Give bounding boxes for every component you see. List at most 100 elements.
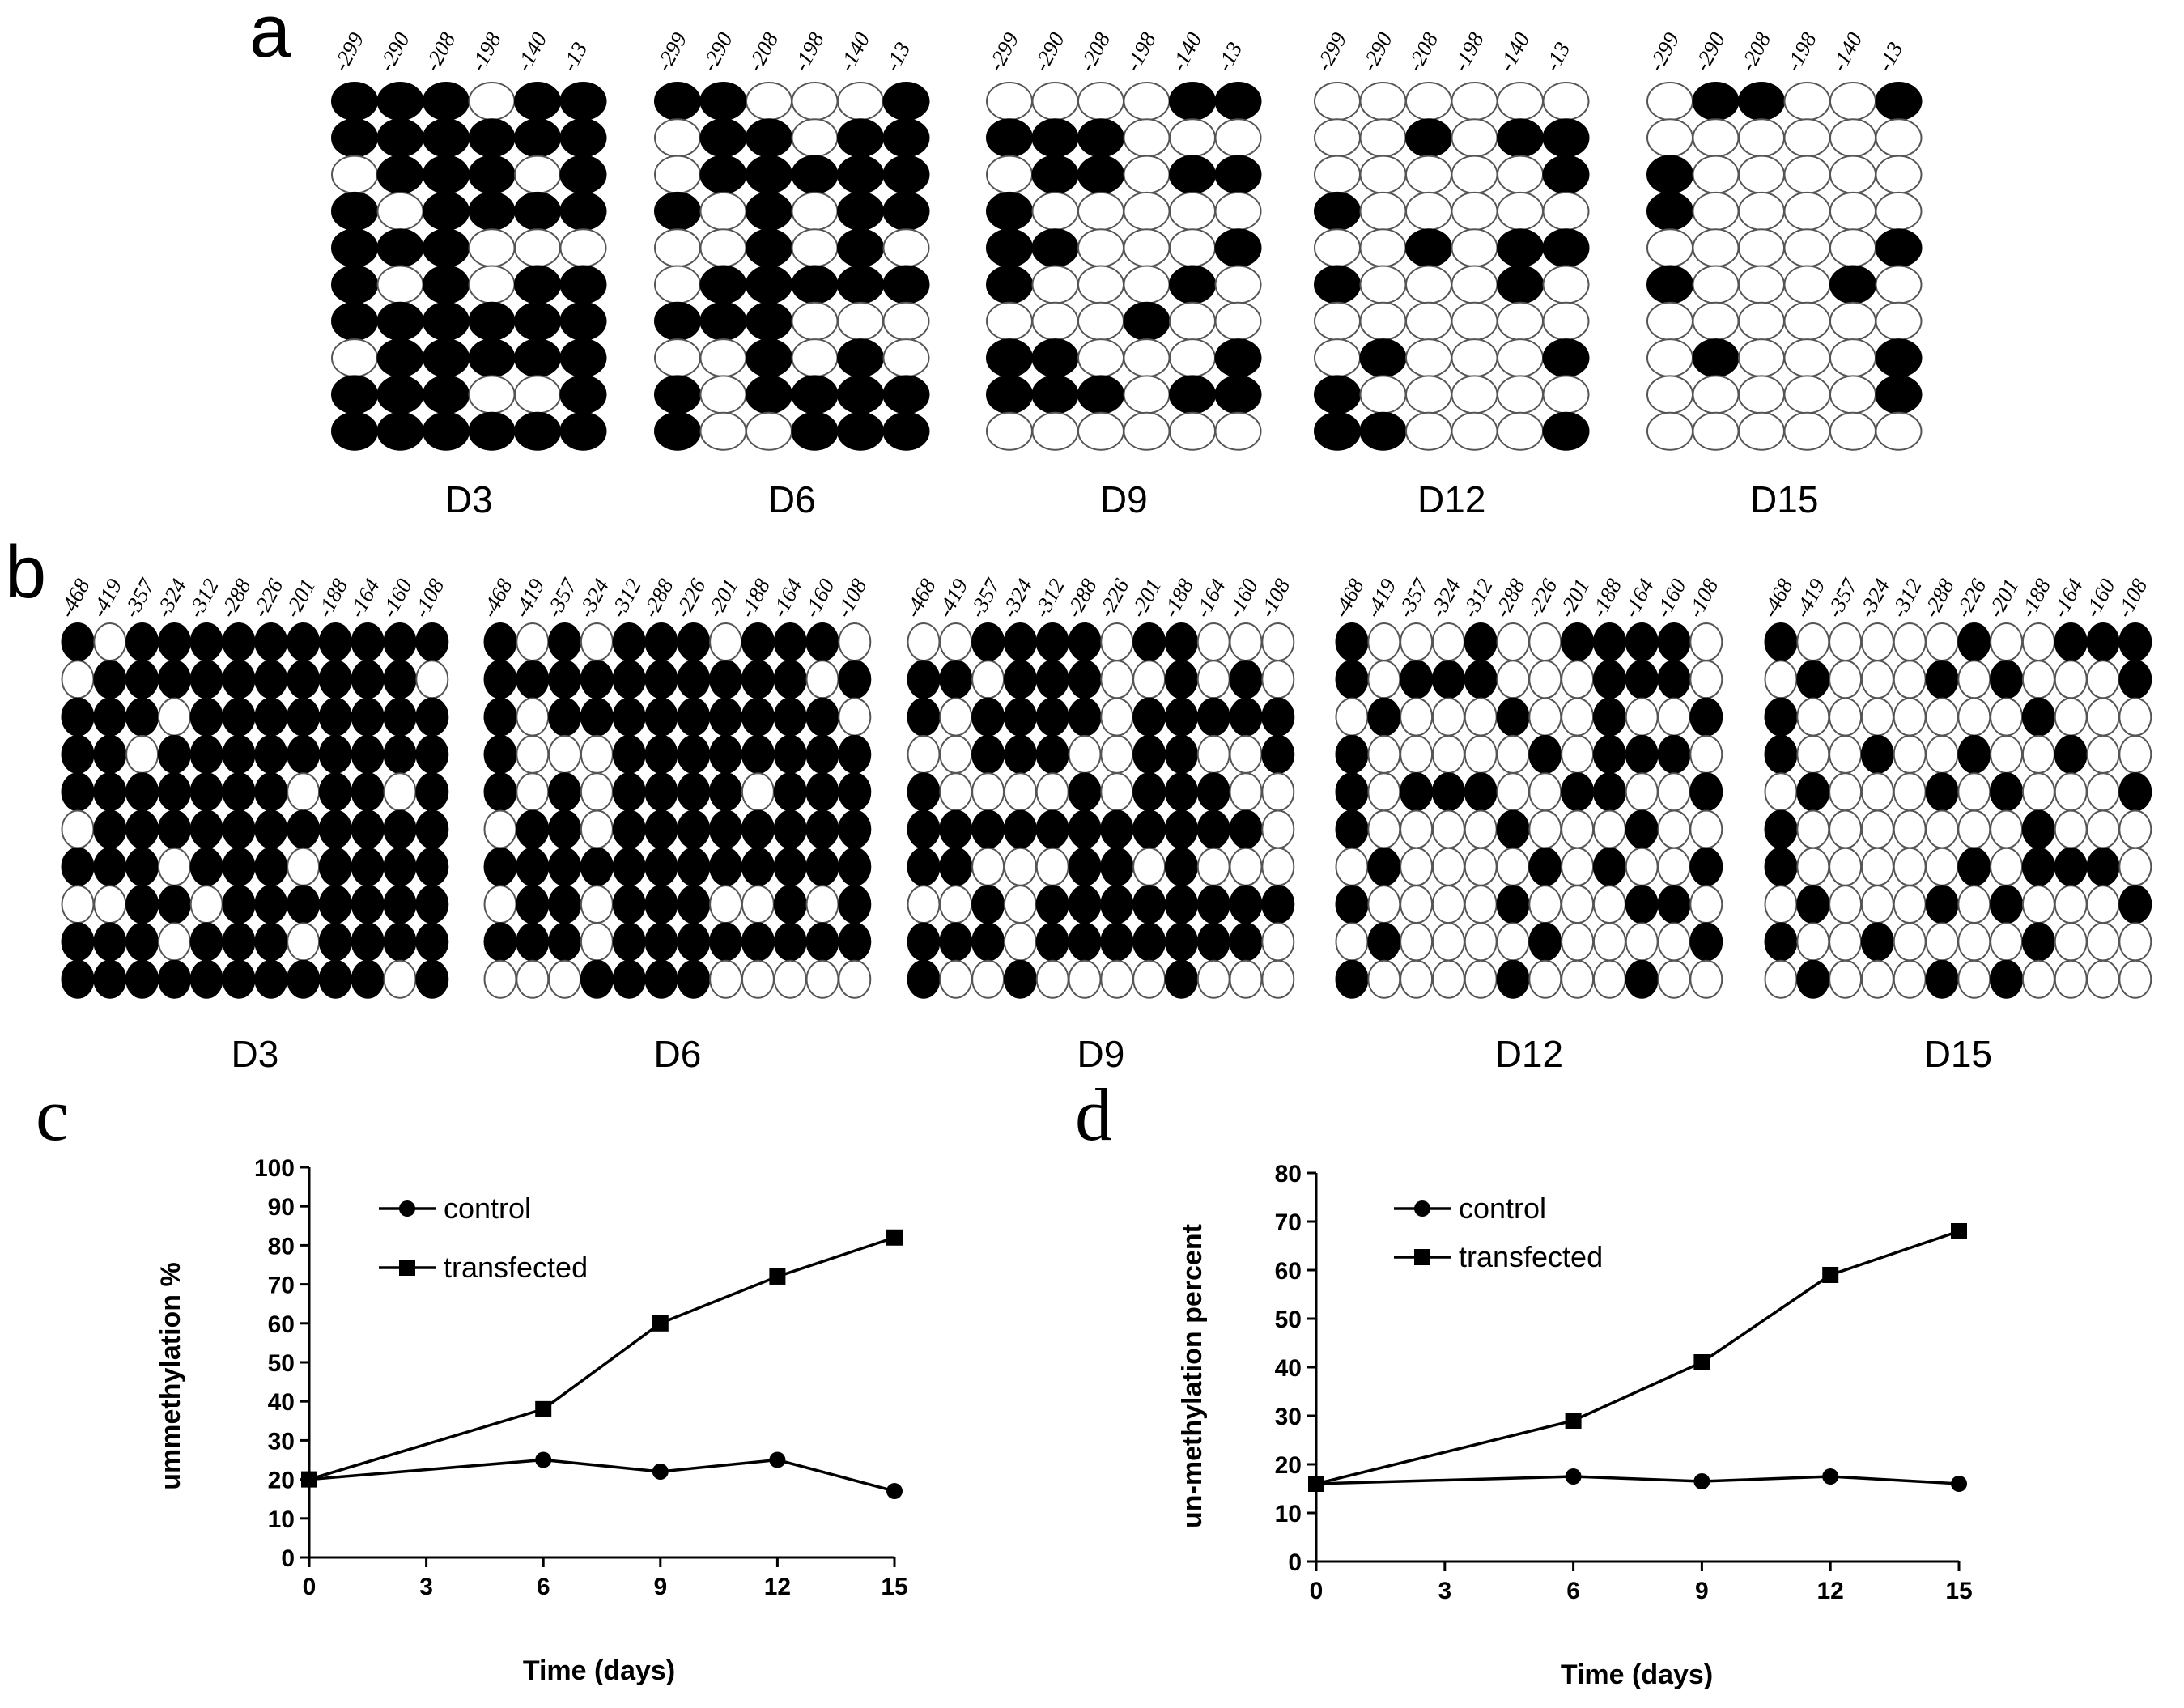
methylated-cpg (986, 265, 1033, 304)
methylated-cpg (580, 847, 614, 886)
methylated-cpg (483, 697, 517, 737)
methylated-cpg (254, 622, 288, 661)
unmethylated-cpg (1314, 228, 1361, 268)
unmethylated-cpg (1990, 622, 2024, 661)
methylated-cpg (1689, 847, 1723, 886)
position-label: -160 (376, 575, 417, 622)
methylated-cpg (1164, 772, 1198, 812)
methylated-cpg (189, 847, 223, 886)
methylated-cpg (1829, 265, 1876, 304)
methylated-cpg (318, 734, 352, 774)
methylated-cpg (1497, 228, 1544, 268)
unmethylated-cpg (1451, 118, 1498, 158)
methylated-cpg (383, 922, 417, 962)
unmethylated-cpg (1783, 301, 1831, 341)
unmethylated-cpg (907, 734, 941, 774)
methylated-cpg (1035, 885, 1069, 924)
unmethylated-cpg (882, 338, 930, 378)
unmethylated-cpg (1528, 622, 1562, 661)
methylated-cpg (351, 622, 385, 661)
unmethylated-cpg (838, 697, 872, 737)
unmethylated-cpg (1957, 697, 1991, 737)
methylated-cpg (1068, 885, 1102, 924)
day-label: D9 (1100, 478, 1148, 520)
methylated-cpg (483, 660, 517, 699)
unmethylated-cpg (376, 191, 424, 231)
unmethylated-cpg (939, 622, 973, 661)
methylated-cpg (805, 734, 839, 774)
unmethylated-cpg (1764, 772, 1798, 812)
unmethylated-cpg (1829, 885, 1863, 924)
unmethylated-cpg (939, 697, 973, 737)
y-tick-label: 60 (1275, 1258, 1302, 1285)
methylated-cpg (1542, 338, 1590, 378)
series-line-transfected (308, 1236, 895, 1481)
unmethylated-cpg (1925, 922, 1959, 962)
unmethylated-cpg (1738, 118, 1785, 158)
unmethylated-cpg (1783, 375, 1831, 414)
position-label: -164 (344, 575, 385, 622)
unmethylated-cpg (1359, 375, 1407, 414)
unmethylated-cpg (1783, 338, 1831, 378)
methylated-cpg (157, 622, 191, 661)
x-tick-label: 12 (764, 1574, 791, 1600)
methylated-cpg (882, 82, 930, 121)
position-label: -419 (87, 575, 127, 622)
unmethylated-cpg (1860, 847, 1894, 886)
methylated-cpg (1528, 922, 1562, 962)
methylated-cpg (1068, 697, 1102, 737)
unmethylated-cpg (805, 885, 839, 924)
methylated-cpg (677, 772, 711, 812)
unmethylated-cpg (791, 82, 839, 121)
unmethylated-cpg (1625, 772, 1659, 812)
unmethylated-cpg (1561, 697, 1595, 737)
methylated-cpg (1657, 660, 1691, 699)
unmethylated-cpg (580, 734, 614, 774)
methylated-cpg (351, 847, 385, 886)
methylated-cpg (516, 885, 550, 924)
methylated-cpg (423, 265, 470, 304)
unmethylated-cpg (1261, 772, 1295, 812)
methylated-cpg (1077, 155, 1124, 194)
unmethylated-cpg (1764, 885, 1798, 924)
unmethylated-cpg (1990, 847, 2024, 886)
unmethylated-cpg (1451, 228, 1498, 268)
methylated-cpg (644, 959, 678, 999)
methylated-cpg (644, 734, 678, 774)
methylated-cpg (483, 772, 517, 812)
methylated-cpg (741, 847, 775, 886)
methylated-cpg (882, 155, 930, 194)
methylated-cpg (125, 847, 159, 886)
unmethylated-cpg (2054, 660, 2088, 699)
methylated-cpg (773, 809, 807, 849)
methylated-cpg (93, 772, 127, 812)
methylated-cpg (1229, 885, 1263, 924)
unmethylated-cpg (1169, 118, 1216, 158)
methylated-cpg (222, 885, 256, 924)
unmethylated-cpg (1229, 847, 1263, 886)
unmethylated-cpg (1367, 660, 1401, 699)
methylated-cpg (699, 118, 747, 158)
methylated-cpg (93, 959, 127, 999)
unmethylated-cpg (1957, 959, 1991, 999)
position-label: -324 (996, 575, 1037, 622)
legend-marker-square (1414, 1249, 1430, 1265)
methylated-cpg (514, 118, 561, 158)
unmethylated-cpg (1689, 809, 1723, 849)
methylated-cpg (189, 809, 223, 849)
position-label: -288 (638, 575, 678, 622)
methylated-cpg (1496, 959, 1530, 999)
methylated-cpg (1496, 809, 1530, 849)
methylated-cpg (1528, 734, 1562, 774)
point-control (886, 1483, 903, 1500)
position-label: -312 (183, 575, 223, 622)
methylated-cpg (351, 772, 385, 812)
methylated-cpg (157, 809, 191, 849)
unmethylated-cpg (741, 885, 775, 924)
legend-label: transfected (1459, 1240, 1603, 1273)
grid-b-d9: -468-419-357-324-312-288-226-201-188-164… (900, 574, 1295, 1075)
methylated-cpg (514, 301, 561, 341)
panel-d-letter: d (1075, 1073, 1112, 1156)
unmethylated-cpg (1783, 118, 1831, 158)
unmethylated-cpg (468, 82, 516, 121)
